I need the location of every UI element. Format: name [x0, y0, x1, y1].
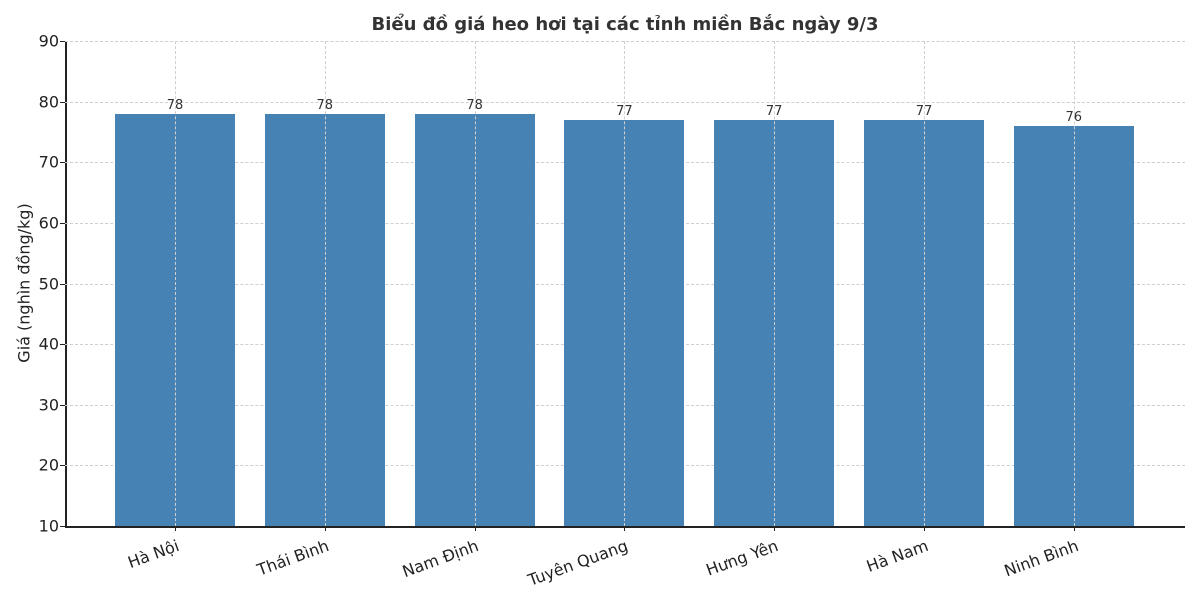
v-gridline — [1073, 41, 1075, 526]
y-tick-label: 70 — [38, 152, 59, 172]
data-label: 78 — [316, 97, 334, 113]
x-tick — [474, 526, 476, 531]
y-tick-label: 20 — [38, 455, 59, 475]
y-tick — [60, 222, 65, 224]
y-tick-label: 30 — [38, 395, 59, 415]
chart-title: Biểu đồ giá heo hơi tại các tỉnh miền Bắ… — [371, 14, 879, 35]
v-gridline — [324, 41, 326, 526]
y-tick — [60, 101, 65, 103]
v-gridline — [624, 41, 626, 526]
x-tick — [624, 526, 626, 531]
data-label: 78 — [466, 97, 483, 113]
y-tick-label: 10 — [38, 516, 59, 536]
data-label: 77 — [765, 103, 783, 119]
y-tick — [60, 344, 65, 346]
data-label: 77 — [915, 103, 933, 119]
v-gridline — [924, 41, 925, 526]
x-tick-label: Nam Định — [399, 536, 481, 582]
y-tick — [60, 404, 65, 406]
y-tick-label: 50 — [38, 274, 59, 293]
y-tick-label: 40 — [38, 334, 59, 354]
x-tick-label: Hà Nội — [125, 536, 182, 573]
x-tick — [774, 526, 776, 531]
data-label: 76 — [1065, 109, 1083, 125]
data-label: 77 — [616, 103, 633, 119]
y-tick — [60, 526, 65, 527]
y-tick-label: 90 — [38, 31, 59, 51]
v-gridline — [774, 41, 776, 526]
v-gridline — [474, 41, 476, 526]
y-tick-label: 60 — [38, 213, 59, 233]
y-tick — [60, 283, 65, 285]
plot-area: 10 20 30 40 50 60 70 80 90 78 Hà Nội 78 Thái Bình 78 N… — [39, 32, 1185, 590]
x-tick-label: Hưng Yên — [703, 536, 781, 580]
x-tick-label: Ninh Bình — [1001, 536, 1081, 581]
y-tick-label: 80 — [38, 92, 59, 112]
x-tick-label: Thái Bình — [254, 536, 332, 580]
x-tick — [1073, 526, 1075, 531]
x-tick — [924, 526, 925, 531]
y-tick — [60, 465, 65, 467]
x-tick-label: Hà Nam — [863, 536, 931, 576]
x-tick — [324, 526, 326, 531]
data-label: 78 — [166, 97, 184, 113]
x-tick — [175, 526, 176, 531]
y-tick — [60, 162, 65, 164]
v-gridline — [175, 41, 176, 526]
x-tick-label: Tuyên Quang — [525, 536, 631, 590]
y-tick — [60, 41, 65, 42]
